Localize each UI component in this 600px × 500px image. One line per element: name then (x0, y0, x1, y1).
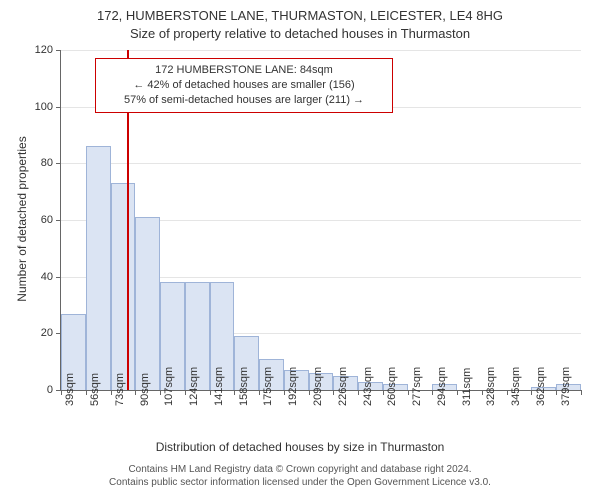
property-callout: 172 HUMBERSTONE LANE: 84sqm← 42% of deta… (95, 58, 393, 113)
y-tick-label: 0 (23, 384, 53, 396)
x-tick-mark (432, 390, 433, 395)
x-tick-mark (581, 390, 582, 395)
x-tick-mark (309, 390, 310, 395)
chart-container: { "chart": { "type": "histogram", "title… (0, 0, 600, 500)
chart-title: 172, HUMBERSTONE LANE, THURMASTON, LEICE… (0, 8, 600, 23)
footer-line-1: Contains HM Land Registry data © Crown c… (0, 463, 600, 476)
x-axis-label: Distribution of detached houses by size … (0, 440, 600, 454)
x-tick-mark (160, 390, 161, 395)
callout-line: 57% of semi-detached houses are larger (… (104, 93, 384, 108)
histogram-bar (135, 217, 160, 390)
x-tick-mark (284, 390, 285, 395)
chart-subtitle: Size of property relative to detached ho… (0, 26, 600, 41)
x-tick-mark (531, 390, 532, 395)
y-tick-mark (56, 50, 61, 51)
x-tick-mark (457, 390, 458, 395)
x-tick-mark (210, 390, 211, 395)
x-tick-mark (408, 390, 409, 395)
histogram-bar (111, 183, 136, 390)
x-tick-mark (383, 390, 384, 395)
callout-line: ← 42% of detached houses are smaller (15… (104, 78, 384, 93)
y-tick-mark (56, 107, 61, 108)
x-tick-mark (111, 390, 112, 395)
gridline (61, 50, 581, 51)
footer-line-2: Contains public sector information licen… (0, 476, 600, 489)
x-tick-mark (358, 390, 359, 395)
x-tick-mark (135, 390, 136, 395)
gridline (61, 163, 581, 164)
y-tick-label: 40 (23, 271, 53, 283)
y-tick-label: 60 (23, 214, 53, 226)
x-tick-mark (482, 390, 483, 395)
y-tick-label: 120 (23, 44, 53, 56)
y-tick-label: 100 (23, 101, 53, 113)
x-tick-mark (185, 390, 186, 395)
x-tick-mark (86, 390, 87, 395)
y-tick-mark (56, 277, 61, 278)
histogram-bar (86, 146, 111, 390)
y-tick-label: 20 (23, 327, 53, 339)
x-tick-mark (234, 390, 235, 395)
footer-text: Contains HM Land Registry data © Crown c… (0, 463, 600, 489)
x-tick-mark (556, 390, 557, 395)
x-tick-mark (507, 390, 508, 395)
y-tick-label: 80 (23, 157, 53, 169)
callout-line: 172 HUMBERSTONE LANE: 84sqm (104, 63, 384, 78)
y-tick-mark (56, 220, 61, 221)
x-tick-mark (333, 390, 334, 395)
x-tick-mark (259, 390, 260, 395)
x-tick-mark (61, 390, 62, 395)
y-tick-mark (56, 163, 61, 164)
